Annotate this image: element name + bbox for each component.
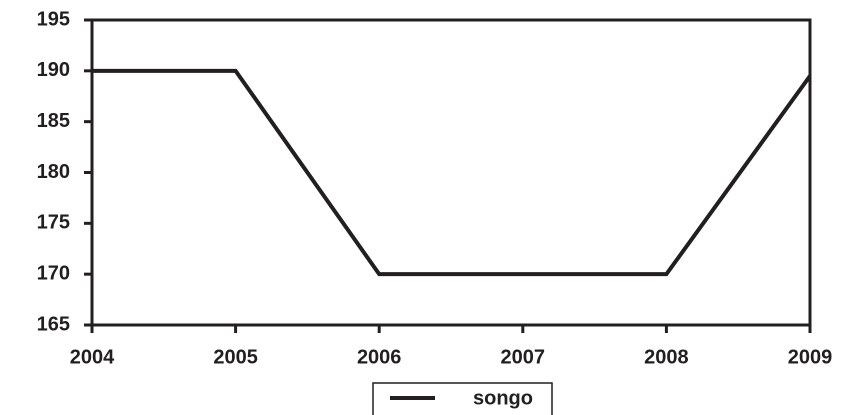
x-tick-label: 2008 (644, 346, 689, 368)
x-tick-label: 2004 (70, 346, 115, 368)
legend-box (372, 382, 553, 415)
x-tick-label: 2007 (501, 346, 546, 368)
y-tick-label: 170 (37, 262, 70, 284)
x-tick-label: 2006 (357, 346, 402, 368)
y-tick-label: 190 (37, 59, 70, 81)
plot-frame (90, 18, 812, 327)
y-tick-label: 195 (37, 8, 70, 30)
legend-label: songo (473, 387, 533, 409)
y-tick-label: 180 (37, 161, 70, 183)
data-line (92, 68, 812, 277)
x-tick-label: 2005 (213, 346, 258, 368)
y-tick-label: 175 (37, 212, 70, 234)
x-tick-label: 2009 (788, 346, 833, 368)
y-tick-label: 165 (37, 313, 70, 335)
y-tick-label: 185 (37, 110, 70, 132)
